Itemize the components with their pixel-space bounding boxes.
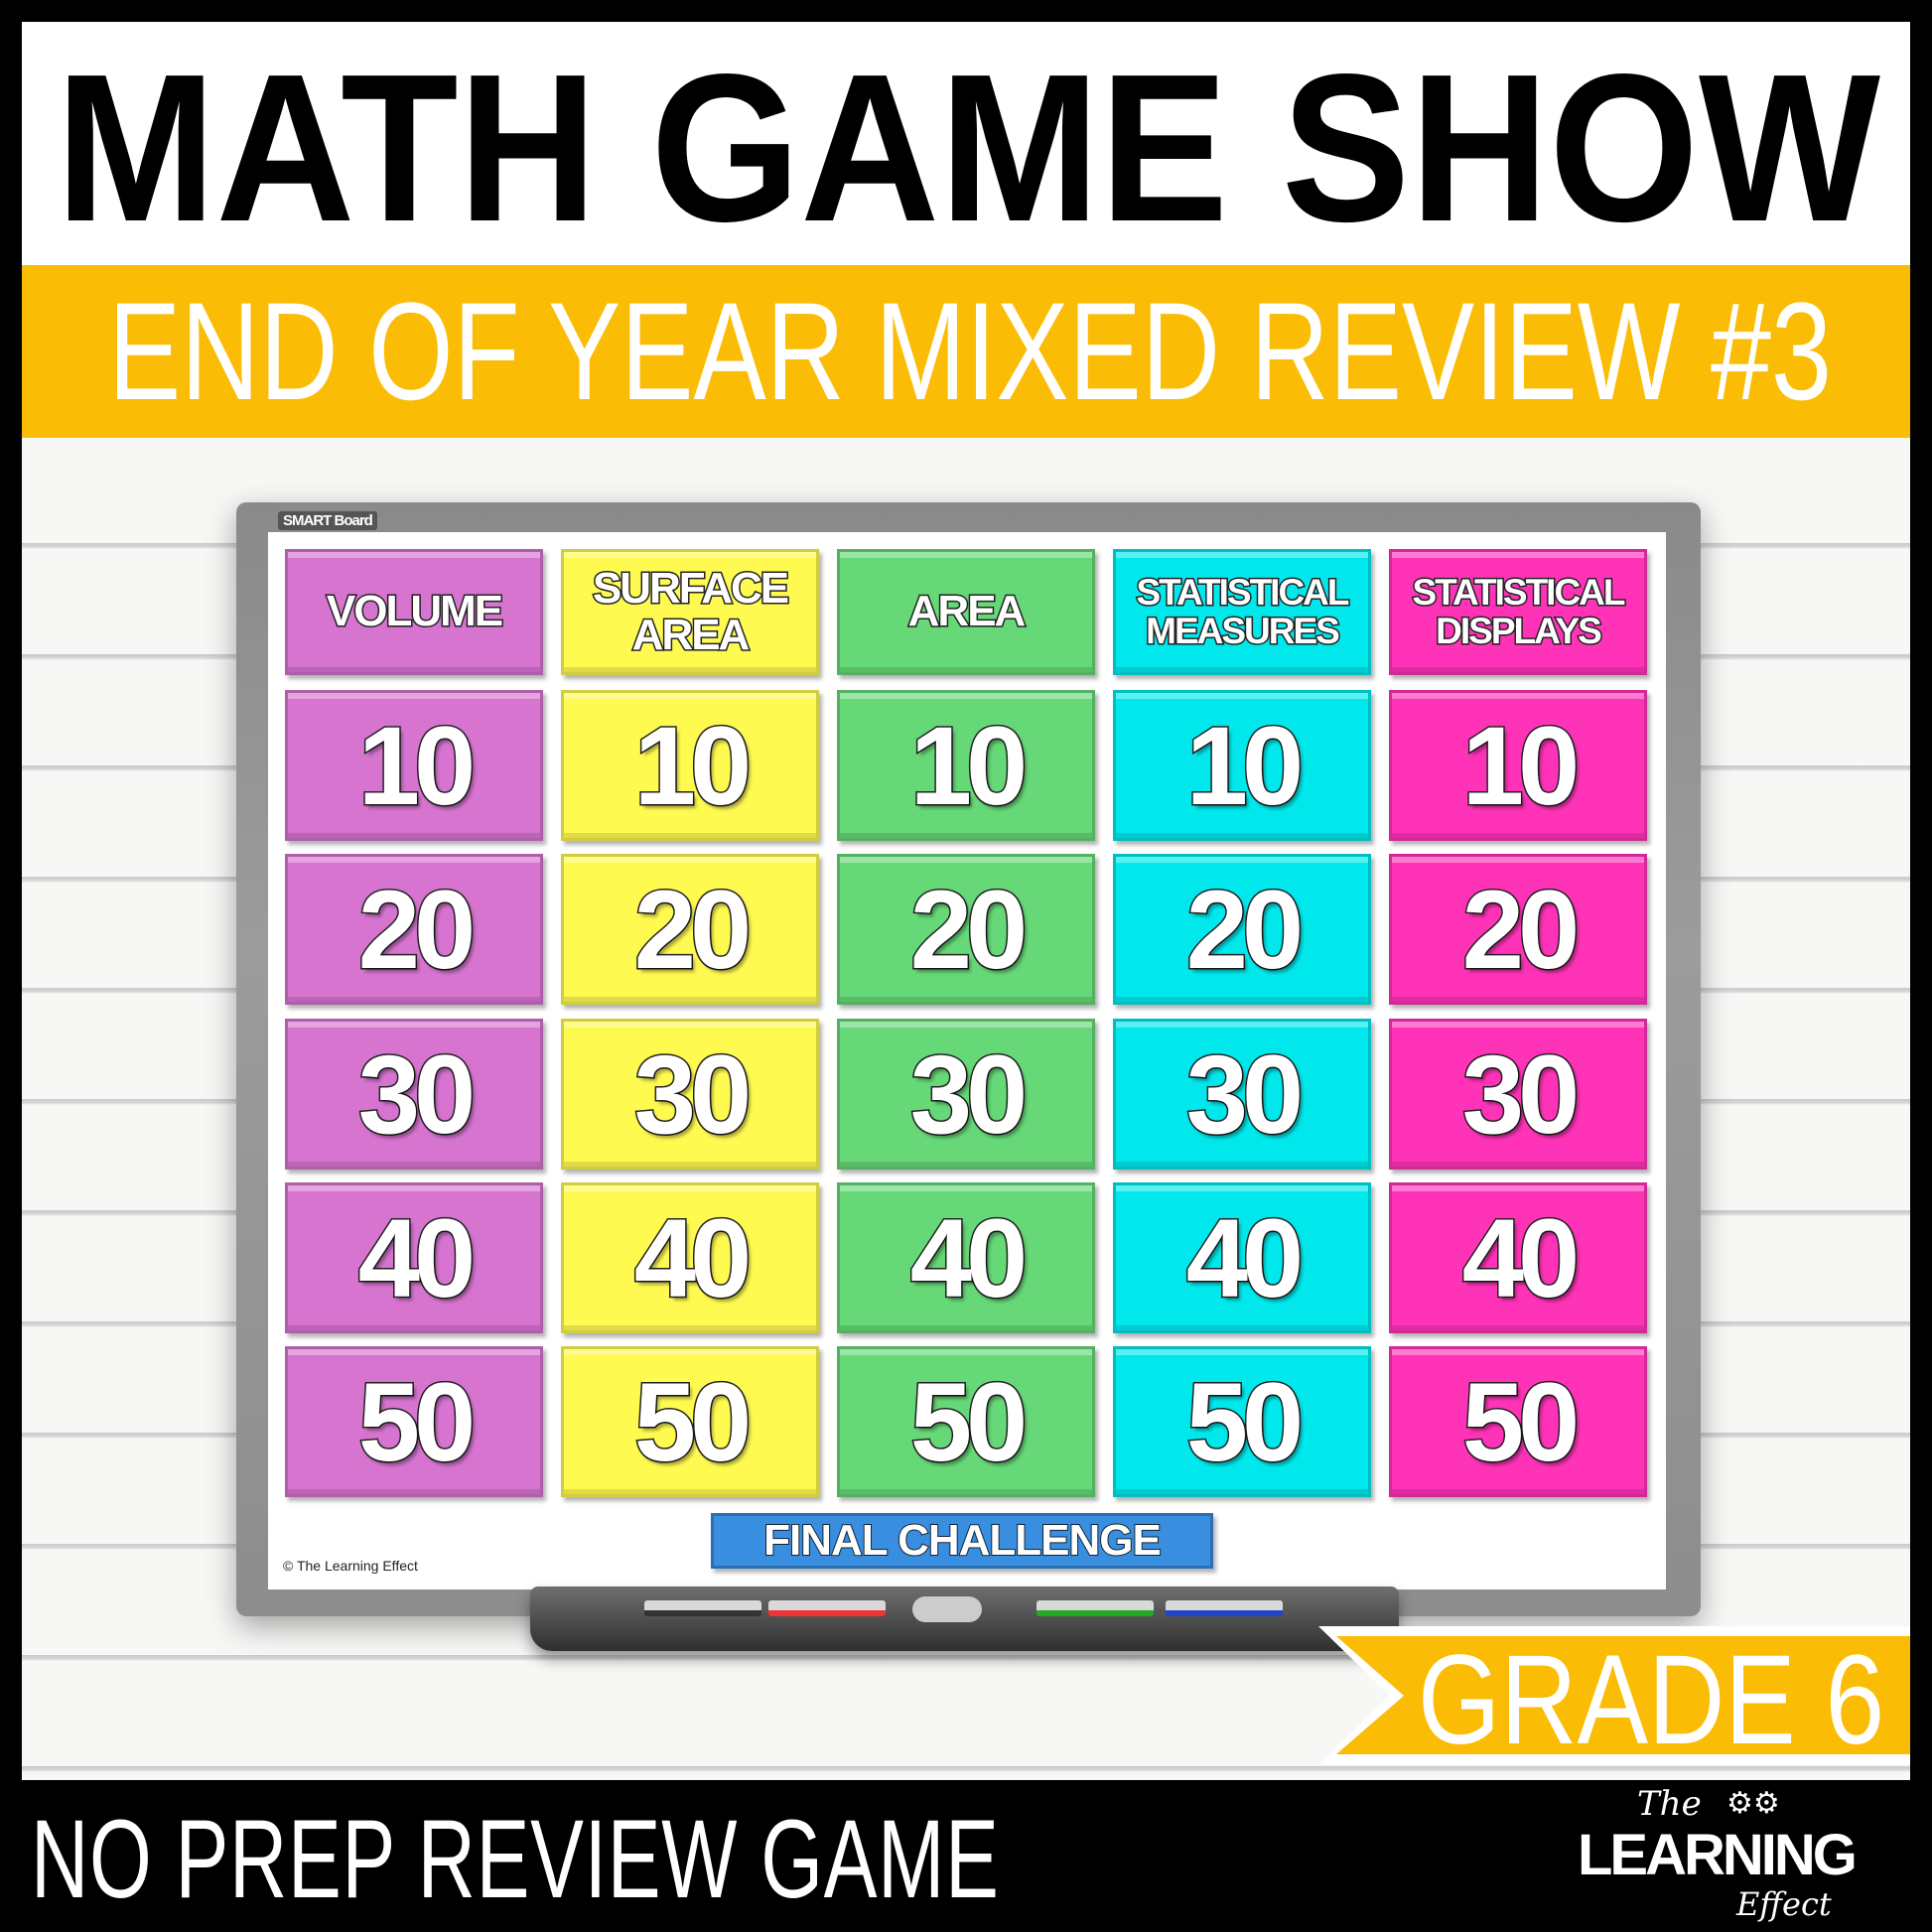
point-tile[interactable]: 10 <box>285 690 543 841</box>
logo-learning: LEARNING <box>1578 1823 1858 1887</box>
blue-pen <box>1166 1600 1283 1616</box>
title-area: MATH GAME SHOW <box>22 22 1910 265</box>
point-tile[interactable]: 50 <box>837 1346 1095 1497</box>
title-svg: MATH GAME SHOW <box>56 30 1880 265</box>
point-tile[interactable]: 40 <box>561 1182 819 1333</box>
category-header: STATISTICAL DISPLAYS <box>1389 549 1647 675</box>
point-tile[interactable]: 20 <box>1389 854 1647 1005</box>
smartboard-logo: SMART Board <box>278 511 377 530</box>
logo-effect: Effect <box>1736 1885 1832 1923</box>
point-tile[interactable]: 50 <box>285 1346 543 1497</box>
point-tile[interactable]: 40 <box>1389 1182 1647 1333</box>
point-tile[interactable]: 20 <box>837 854 1095 1005</box>
point-tile[interactable]: 20 <box>1113 854 1371 1005</box>
subtitle-svg: END OF YEAR MIXED REVIEW #3 <box>108 273 1832 429</box>
point-tile[interactable]: 10 <box>837 690 1095 841</box>
subtitle-band: END OF YEAR MIXED REVIEW #3 <box>22 265 1910 438</box>
grade-label: GRADE 6 <box>1418 1629 1884 1764</box>
copyright-text: © The Learning Effect <box>283 1558 418 1574</box>
category-header: VOLUME <box>285 549 543 675</box>
point-tile[interactable]: 40 <box>1113 1182 1371 1333</box>
point-tile[interactable]: 50 <box>561 1346 819 1497</box>
point-tile[interactable]: 50 <box>1389 1346 1647 1497</box>
point-tile[interactable]: 40 <box>285 1182 543 1333</box>
point-tile[interactable]: 20 <box>561 854 819 1005</box>
grade-banner: GRADE 6 <box>1318 1626 1910 1771</box>
point-tile[interactable]: 30 <box>285 1019 543 1170</box>
green-pen <box>1036 1600 1154 1616</box>
point-tile[interactable]: 10 <box>1389 690 1647 841</box>
point-tile[interactable]: 10 <box>1113 690 1371 841</box>
category-header: STATISTICAL MEASURES <box>1113 549 1371 675</box>
pen-tray <box>530 1587 1399 1651</box>
learning-effect-logo: The ⚙⚙ LEARNING Effect <box>1578 1787 1905 1926</box>
category-header: AREA <box>837 549 1095 675</box>
point-tile[interactable]: 30 <box>837 1019 1095 1170</box>
grade-banner-svg: GRADE 6 <box>1318 1626 1910 1771</box>
eraser <box>912 1596 982 1622</box>
subtitle: END OF YEAR MIXED REVIEW #3 <box>108 273 1832 429</box>
point-tile[interactable]: 30 <box>1113 1019 1371 1170</box>
red-pen <box>768 1600 886 1616</box>
final-challenge-button[interactable]: FINAL CHALLENGE <box>711 1513 1213 1569</box>
gears-icon: ⚙⚙ <box>1726 1787 1780 1820</box>
point-tile[interactable]: 40 <box>837 1182 1095 1333</box>
point-tile[interactable]: 30 <box>1389 1019 1647 1170</box>
page-title: MATH GAME SHOW <box>56 30 1880 265</box>
point-tile[interactable]: 20 <box>285 854 543 1005</box>
point-tile[interactable]: 10 <box>561 690 819 841</box>
category-header: SURFACE AREA <box>561 549 819 675</box>
point-tile[interactable]: 50 <box>1113 1346 1371 1497</box>
tagline: NO PREP REVIEW GAME <box>31 1797 1000 1921</box>
black-pen <box>644 1600 761 1616</box>
logo-the: The <box>1637 1784 1702 1824</box>
point-tile[interactable]: 30 <box>561 1019 819 1170</box>
